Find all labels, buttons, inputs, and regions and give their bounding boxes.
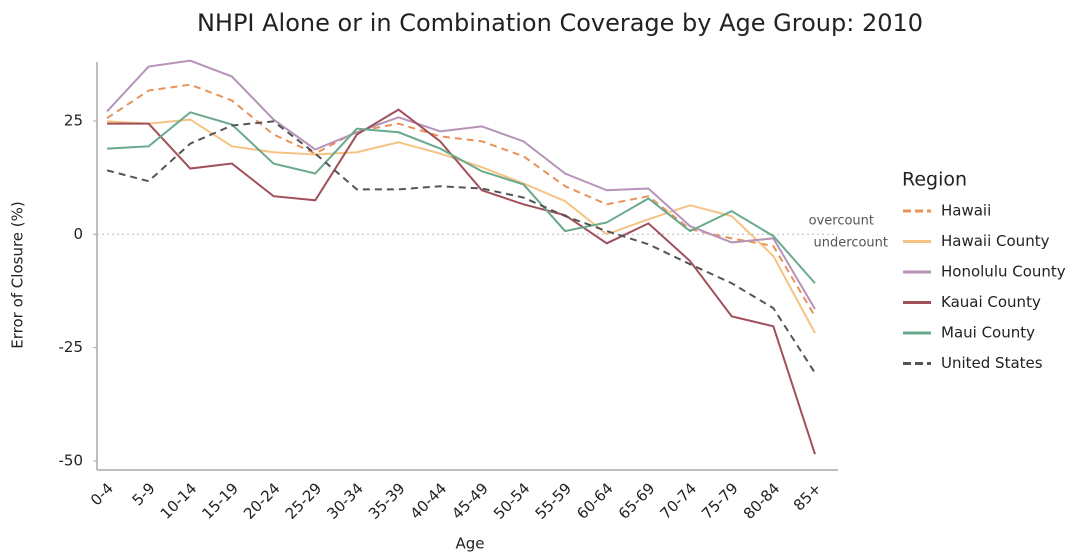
series-line xyxy=(106,120,816,374)
x-tick-label: 35-39 xyxy=(365,479,409,523)
x-tick-label: 20-24 xyxy=(240,479,284,523)
series-line xyxy=(107,108,816,455)
legend-label: Hawaii County xyxy=(941,232,1050,250)
x-tick-label: 50-54 xyxy=(490,479,534,523)
x-tick-label: 30-34 xyxy=(323,479,367,523)
y-axis-label: Error of Closure (%) xyxy=(9,201,27,349)
x-tick-label: 65-69 xyxy=(615,479,659,523)
x-tick-label: 55-59 xyxy=(532,479,576,523)
x-tick-label: 10-14 xyxy=(157,479,201,523)
x-tick-label: 70-74 xyxy=(657,479,701,523)
legend-label: Honolulu County xyxy=(941,263,1066,281)
y-tick-label: 25 xyxy=(64,111,83,129)
x-tick-label: 25-29 xyxy=(282,479,326,523)
x-tick-label: 40-44 xyxy=(407,479,451,523)
chart-title: NHPI Alone or in Combination Coverage by… xyxy=(197,9,923,37)
y-tick-label: 0 xyxy=(73,225,83,243)
series-line xyxy=(106,111,816,284)
legend-label: United States xyxy=(941,354,1043,372)
x-tick-label: 5-9 xyxy=(129,479,159,509)
y-tick-label: -25 xyxy=(59,338,84,356)
x-tick-label: 80-84 xyxy=(740,479,784,523)
x-tick-label: 15-19 xyxy=(198,479,242,523)
annotation: overcount xyxy=(809,214,874,229)
x-axis-label: Age xyxy=(455,535,484,553)
x-tick-label: 45-49 xyxy=(448,479,492,523)
legend-title: Region xyxy=(902,169,967,191)
annotation: undercount xyxy=(814,236,888,251)
legend-label: Kauai County xyxy=(941,293,1041,311)
series-line xyxy=(106,83,816,317)
x-tick-label: 0-4 xyxy=(87,479,117,509)
x-tick-label: 75-79 xyxy=(698,479,742,523)
legend-label: Hawaii xyxy=(941,202,991,220)
y-tick-label: -50 xyxy=(59,451,84,469)
legend-label: Maui County xyxy=(941,324,1035,342)
x-tick-label: 85+ xyxy=(790,479,825,514)
x-tick-label: 60-64 xyxy=(573,479,617,523)
series-line xyxy=(106,118,816,334)
